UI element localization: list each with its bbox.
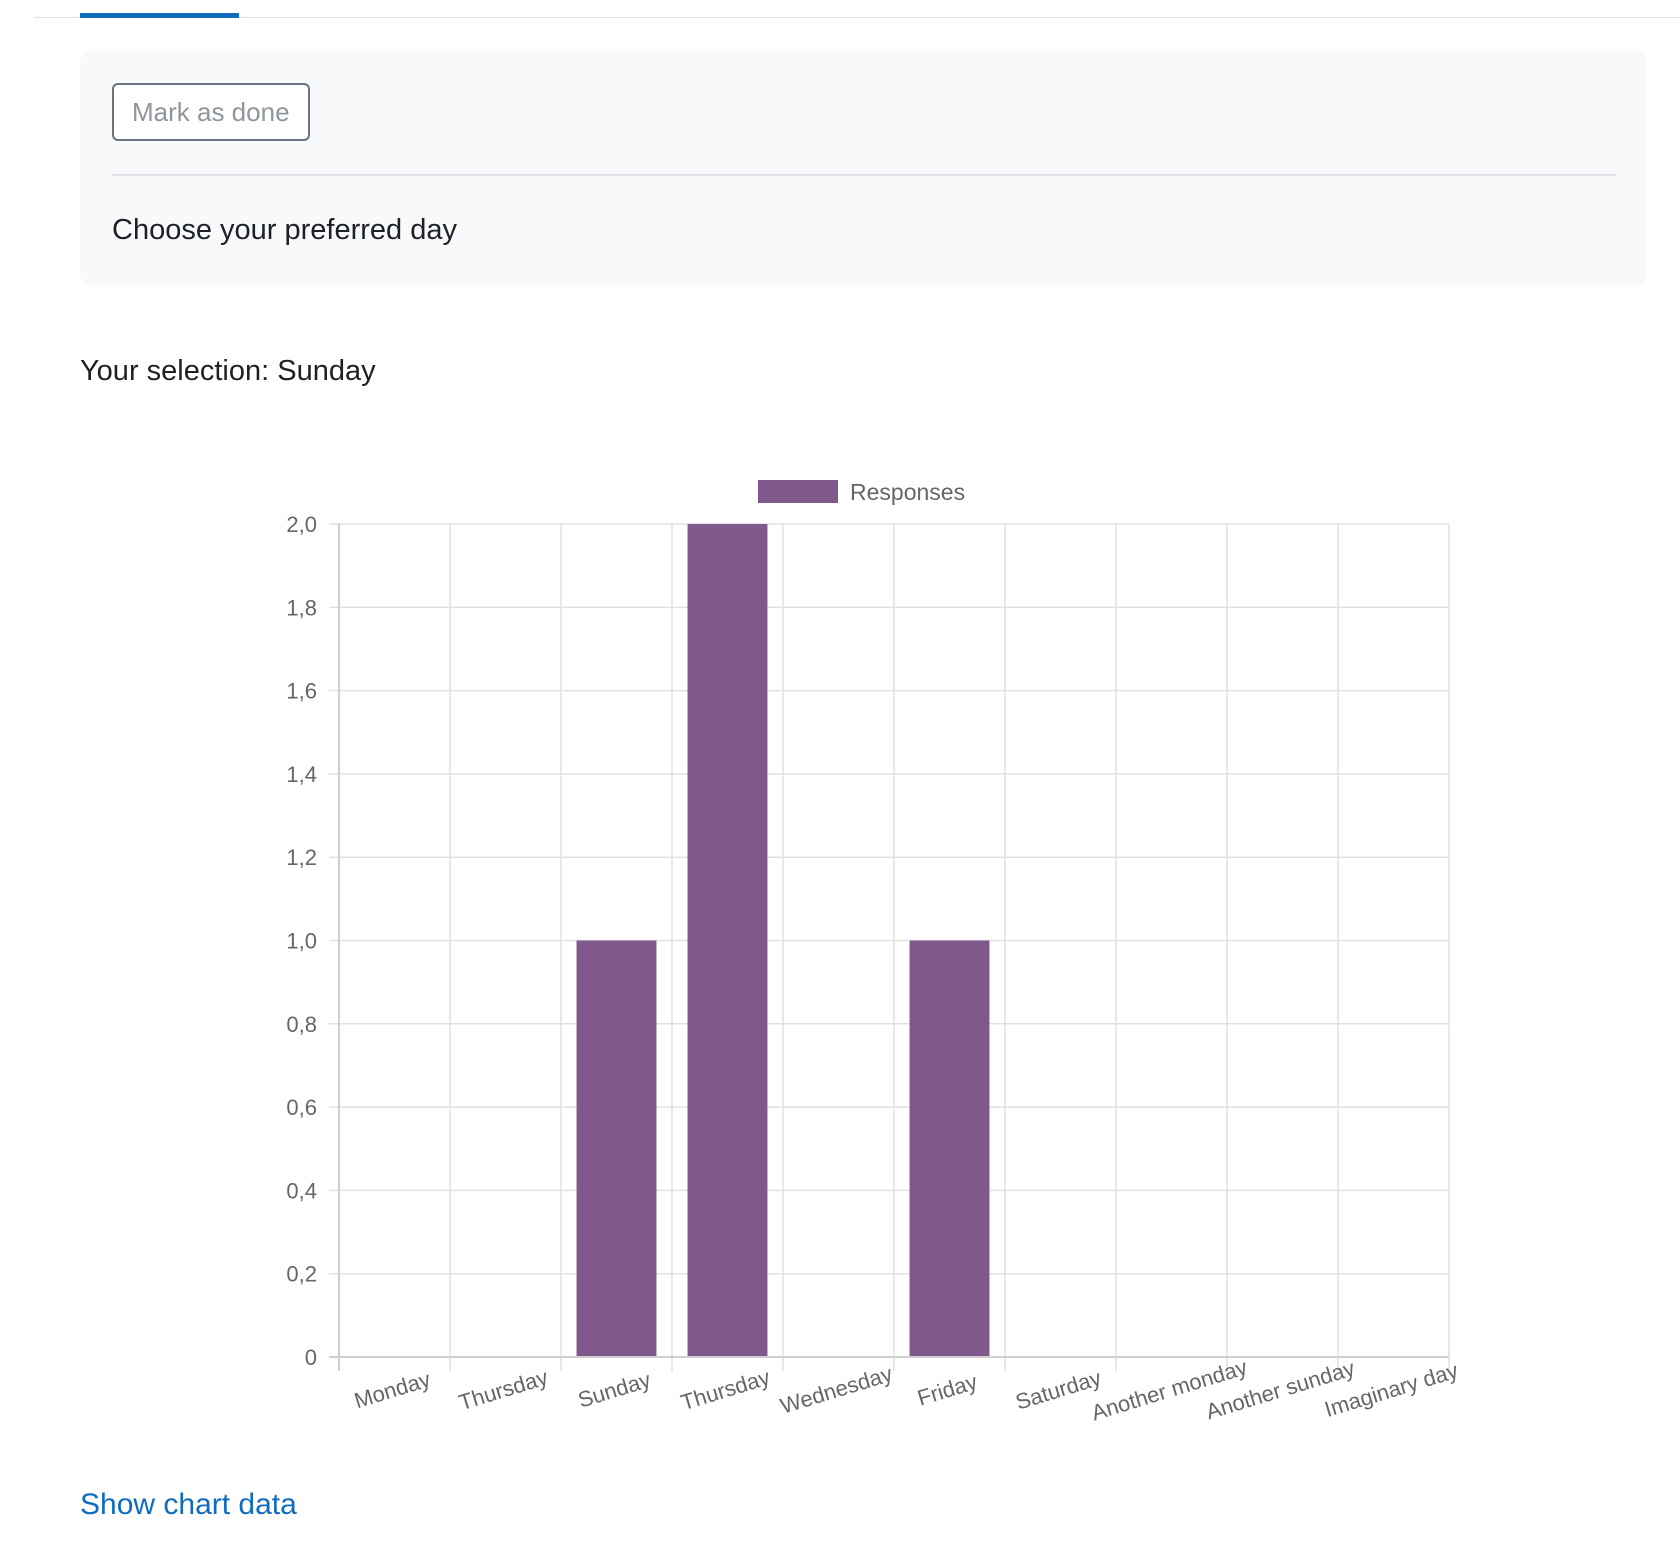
y-tick-label: 1,4 — [286, 762, 317, 787]
chart-legend[interactable]: Responses — [758, 479, 965, 505]
bar-chart: 0 0,2 0,4 0,6 0,8 1,0 1,2 1,4 1,6 1,8 2,0 Monday Thu… — [286, 479, 1461, 1425]
selection-label: Your selection: — [80, 355, 270, 387]
y-tick-label: 1,2 — [286, 845, 317, 870]
mark-as-done-button[interactable]: Mark as done — [112, 83, 310, 141]
y-tick-label: 1,6 — [286, 679, 317, 704]
y-tick-label: 1,8 — [286, 595, 317, 620]
active-tab-indicator[interactable] — [80, 13, 239, 18]
bar-6[interactable] — [909, 940, 990, 1358]
chart-grid — [329, 523, 1450, 1371]
chart-axes: 0 0,2 0,4 0,6 0,8 1,0 1,2 1,4 1,6 1,8 2,0 Monday Thu… — [286, 512, 1461, 1425]
legend-swatch — [758, 480, 838, 503]
y-tick-label: 1,0 — [286, 929, 317, 954]
bar-4[interactable] — [687, 524, 768, 1357]
x-tick-label: Sunday — [575, 1367, 654, 1413]
x-tick-label: Friday — [914, 1369, 980, 1411]
choice-question: Choose your preferred day — [112, 214, 457, 246]
bar-3[interactable] — [576, 940, 657, 1358]
y-tick-label: 2,0 — [286, 512, 317, 537]
y-tick-label: 0,6 — [286, 1095, 317, 1120]
show-chart-data-link[interactable]: Show chart data — [80, 1488, 297, 1521]
chart-bars — [576, 524, 990, 1358]
y-tick-label: 0,2 — [286, 1262, 317, 1287]
activity-divider — [112, 174, 1616, 176]
selection-value: Sunday — [277, 355, 376, 387]
y-tick-label: 0,8 — [286, 1012, 317, 1037]
legend-label: Responses — [850, 479, 965, 505]
x-tick-label: Thursday — [456, 1364, 551, 1415]
x-tick-label: Monday — [351, 1366, 433, 1413]
activity-header: Mark as done Choose your preferred day — [80, 51, 1647, 285]
your-selection: Your selection: Sunday — [80, 355, 376, 388]
x-tick-label: Wednesday — [777, 1361, 895, 1419]
results-chart: 0 0,2 0,4 0,6 0,8 1,0 1,2 1,4 1,6 1,8 2,0 Monday Thu… — [220, 450, 1480, 1490]
y-tick-label: 0 — [305, 1345, 317, 1370]
x-tick-label: Thursday — [678, 1364, 773, 1415]
tab-bar-divider — [34, 17, 1680, 18]
y-tick-label: 0,4 — [286, 1178, 317, 1203]
